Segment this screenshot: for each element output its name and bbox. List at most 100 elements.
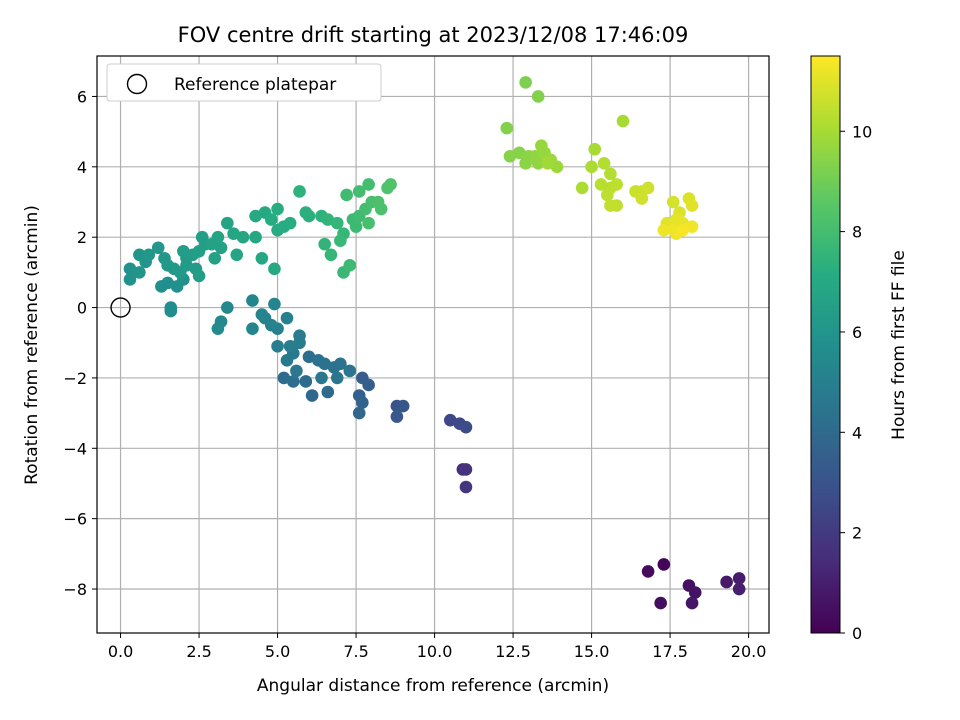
data-point	[676, 223, 689, 237]
data-point	[268, 297, 281, 311]
x-tick-label: 2.5	[186, 642, 211, 661]
data-point	[500, 121, 514, 135]
data-point	[352, 406, 366, 420]
data-point	[600, 188, 614, 202]
data-point	[588, 142, 602, 156]
data-point	[334, 234, 347, 248]
data-point	[246, 322, 259, 335]
chart-title: FOV centre drift starting at 2023/12/08 …	[178, 23, 689, 47]
data-point	[305, 389, 319, 402]
data-point	[604, 167, 617, 181]
data-point	[290, 364, 303, 378]
x-axis-label: Angular distance from reference (arcmin)	[257, 676, 609, 696]
data-point	[264, 213, 278, 226]
x-tick-label: 5.0	[265, 642, 290, 661]
colorbar-tick-label: 0	[852, 624, 862, 643]
data-point	[315, 371, 328, 385]
y-axis-ticks: −8 −6 −4 −2 0 2 4 6	[63, 87, 97, 599]
reference-platepar-marker	[110, 297, 131, 318]
data-point	[255, 252, 269, 265]
x-tick-label: 12.5	[495, 642, 531, 661]
data-point	[324, 248, 338, 262]
colorbar-tick-label: 6	[852, 323, 862, 342]
y-tick-label: 0	[77, 299, 87, 318]
data-point	[330, 216, 344, 230]
y-tick-label: 4	[77, 158, 87, 177]
colorbar-ticks: 0 2 4 6 8 10	[840, 122, 872, 643]
data-point	[249, 230, 262, 244]
y-tick-label: 2	[77, 228, 87, 247]
data-point	[230, 248, 244, 262]
data-point	[597, 157, 611, 170]
data-point	[352, 185, 366, 198]
data-point	[123, 273, 137, 286]
data-point	[264, 318, 278, 332]
data-point	[362, 378, 375, 392]
y-tick-label: −4	[63, 439, 87, 458]
y-axis-label: Rotation from reference (arcmin)	[22, 205, 42, 485]
colorbar-tick-label: 4	[852, 423, 862, 442]
data-point	[299, 375, 313, 388]
colorbar-tick-label: 8	[852, 223, 862, 242]
data-point	[293, 329, 306, 343]
data-point	[349, 220, 363, 233]
data-point	[732, 572, 746, 585]
data-point	[280, 311, 294, 325]
data-point	[384, 178, 397, 191]
data-point	[321, 385, 335, 399]
data-point	[657, 558, 671, 571]
x-tick-label: 20.0	[731, 642, 767, 661]
data-point	[685, 596, 699, 610]
data-point	[666, 195, 680, 209]
data-point	[133, 266, 146, 279]
data-point	[318, 237, 331, 251]
data-point	[268, 262, 281, 276]
data-point	[343, 259, 357, 272]
plot-frame	[96, 55, 770, 634]
data-point	[531, 90, 545, 103]
data-point	[610, 199, 624, 212]
data-point	[616, 114, 630, 128]
data-point	[214, 241, 228, 255]
data-point	[330, 371, 344, 385]
data-point	[211, 230, 225, 244]
legend-marker-open-circle	[126, 73, 148, 95]
data-point	[356, 396, 369, 409]
data-point	[657, 223, 671, 237]
data-point	[255, 308, 269, 321]
data-point	[221, 216, 234, 230]
data-point	[164, 304, 178, 318]
x-tick-label: 7.5	[343, 642, 368, 661]
data-point	[641, 181, 655, 195]
data-point	[362, 216, 375, 230]
y-tick-label: −6	[63, 510, 87, 529]
data-point	[654, 596, 667, 610]
data-point	[271, 339, 284, 353]
y-tick-label: −8	[63, 580, 87, 599]
x-tick-label: 15.0	[574, 642, 610, 661]
data-point	[340, 188, 353, 202]
legend-label: Reference platepar	[174, 75, 336, 95]
data-point	[541, 157, 554, 170]
data-point	[293, 185, 306, 198]
x-tick-label: 0.0	[108, 642, 133, 661]
data-point	[246, 294, 259, 307]
data-point	[283, 216, 297, 230]
data-point	[459, 463, 473, 476]
data-point	[374, 202, 388, 216]
data-point	[208, 252, 222, 265]
reference-point	[110, 297, 131, 318]
data-point	[585, 160, 598, 174]
legend: Reference platepar	[106, 63, 382, 102]
data-point	[531, 157, 545, 170]
x-tick-label: 10.0	[417, 642, 453, 661]
colorbar-tick-label: 10	[852, 122, 872, 141]
x-tick-label: 17.5	[652, 642, 688, 661]
data-point	[343, 364, 357, 378]
data-point	[192, 269, 206, 283]
data-point	[334, 357, 347, 371]
y-tick-label: 6	[77, 87, 87, 106]
x-axis-ticks: 0.0 2.5 5.0 7.5 10.0 12.5 15.0 17.5 20.0	[108, 633, 767, 661]
